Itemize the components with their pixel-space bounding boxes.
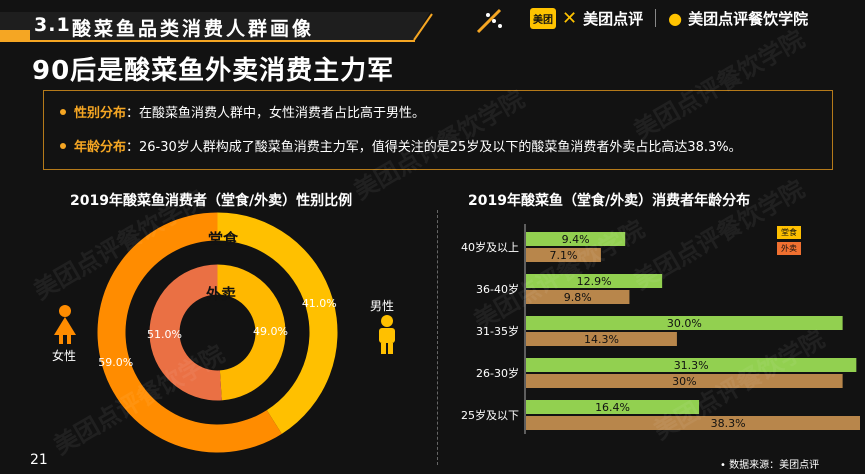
donut-value-label: 41.0% xyxy=(302,297,337,310)
ring-label-takeout: 外卖 xyxy=(206,285,237,303)
meituan-logo-text: 美团点评 xyxy=(583,9,644,28)
bar-堂食-25岁及以下 xyxy=(526,400,700,414)
bar-value-label: 12.9% xyxy=(577,275,612,288)
bullet-text: ：26-30岁人群构成了酸菜鱼消费主力军，值得关注的是25岁及以下的酸菜鱼消费者… xyxy=(126,140,742,155)
page-headline: 90后是酸菜鱼外卖消费主力军 xyxy=(32,56,395,86)
age-category-label: 25岁及以下 xyxy=(461,408,519,422)
bullet-gender: 性别分布 ：在酸菜鱼消费人群中，女性消费者占比高于男性。 xyxy=(60,102,425,121)
data-source-text: 数据来源：美团点评 xyxy=(729,460,820,471)
bar-堂食-26-30岁 xyxy=(526,358,857,372)
bar-堂食-40岁及以上 xyxy=(526,232,626,246)
bullet-text: ：在酸菜鱼消费人群中，女性消费者占比高于男性。 xyxy=(126,106,426,121)
bar-value-label: 30% xyxy=(672,375,696,388)
donut-value-label: 49.0% xyxy=(253,325,288,338)
bar-legend: 堂食 外卖 xyxy=(777,226,801,255)
bar-value-label: 16.4% xyxy=(595,401,630,414)
female-label: 女性 xyxy=(52,349,77,363)
donut-slice-堂食-男性 xyxy=(217,212,338,434)
gender-donut-chart: 41.0% 59.0% 49.0% 51.0% xyxy=(97,212,338,453)
male-icon xyxy=(379,315,395,354)
bullet-age: 年龄分布 ：26-30岁人群构成了酸菜鱼消费主力军，值得关注的是25岁及以下的酸… xyxy=(60,136,742,155)
meituan-badge: 美团 xyxy=(530,7,556,29)
donut-value-label: 51.0% xyxy=(147,328,182,341)
decor-dots xyxy=(476,8,502,34)
donut-slice-外卖-女性 xyxy=(149,264,222,401)
kangaroo-icon: ✕ xyxy=(562,7,578,29)
donut-slice-外卖-男性 xyxy=(217,264,286,401)
age-chart-title: 2019年酸菜鱼（堂食/外卖）消费者年龄分布 xyxy=(468,193,751,209)
female-icon xyxy=(54,305,76,344)
male-label: 男性 xyxy=(370,299,395,313)
age-category-label: 26-30岁 xyxy=(476,366,519,380)
page-number: 21 xyxy=(30,452,48,468)
logo-separator xyxy=(655,9,657,27)
bar-堂食-36-40岁 xyxy=(526,274,663,288)
bar-外卖-40岁及以上 xyxy=(526,248,601,262)
bar-value-label: 31.3% xyxy=(674,359,709,372)
summary-box xyxy=(43,90,833,170)
bar-外卖-25岁及以下 xyxy=(526,416,860,430)
bar-value-label: 14.3% xyxy=(584,333,619,346)
college-logo-text: 美团点评餐饮学院 xyxy=(688,9,809,28)
bar-外卖-26-30岁 xyxy=(526,374,843,388)
bullet-key: 性别分布 xyxy=(74,106,127,121)
chart-divider xyxy=(437,210,438,465)
bar-value-label: 9.8% xyxy=(564,291,592,304)
donut-slice-堂食-女性 xyxy=(97,212,282,453)
section-tab-bg xyxy=(0,12,433,42)
gender-chart-title: 2019年酸菜鱼消费者（堂食/外卖）性别比例 xyxy=(70,193,353,209)
data-source: • 数据来源：美团点评 xyxy=(720,460,820,471)
bar-value-label: 30.0% xyxy=(667,317,702,330)
bar-外卖-36-40岁 xyxy=(526,290,630,304)
chef-hat-icon: ● xyxy=(668,8,683,28)
logo-bar: 美团 ✕ 美团点评 ● 美团点评餐饮学院 xyxy=(530,6,808,30)
section-title: 酸菜鱼品类消费人群画像 xyxy=(72,18,315,40)
bar-value-label: 7.1% xyxy=(549,249,577,262)
bar-value-label: 38.3% xyxy=(711,417,746,430)
legend-takeout: 外卖 xyxy=(777,242,801,255)
age-bar-chart: 40岁及以上 9.4% 7.1% 36-40岁 12.9% 9.8% 31-35岁 30.0%… xyxy=(461,224,860,434)
bullet-dot xyxy=(60,142,66,149)
bar-外卖-31-35岁 xyxy=(526,332,677,346)
legend-dine: 堂食 xyxy=(777,226,801,239)
age-category-label: 36-40岁 xyxy=(476,282,519,296)
bar-value-label: 9.4% xyxy=(562,233,590,246)
age-category-label: 31-35岁 xyxy=(476,324,519,338)
bar-堂食-31-35岁 xyxy=(526,316,843,330)
ring-label-dine: 堂食 xyxy=(208,230,239,248)
bullet-dot xyxy=(60,108,66,115)
section-number: 3.1 xyxy=(34,14,71,36)
bullet-key: 年龄分布 xyxy=(74,140,127,155)
age-category-label: 40岁及以上 xyxy=(461,240,519,254)
donut-value-label: 59.0% xyxy=(98,356,133,369)
